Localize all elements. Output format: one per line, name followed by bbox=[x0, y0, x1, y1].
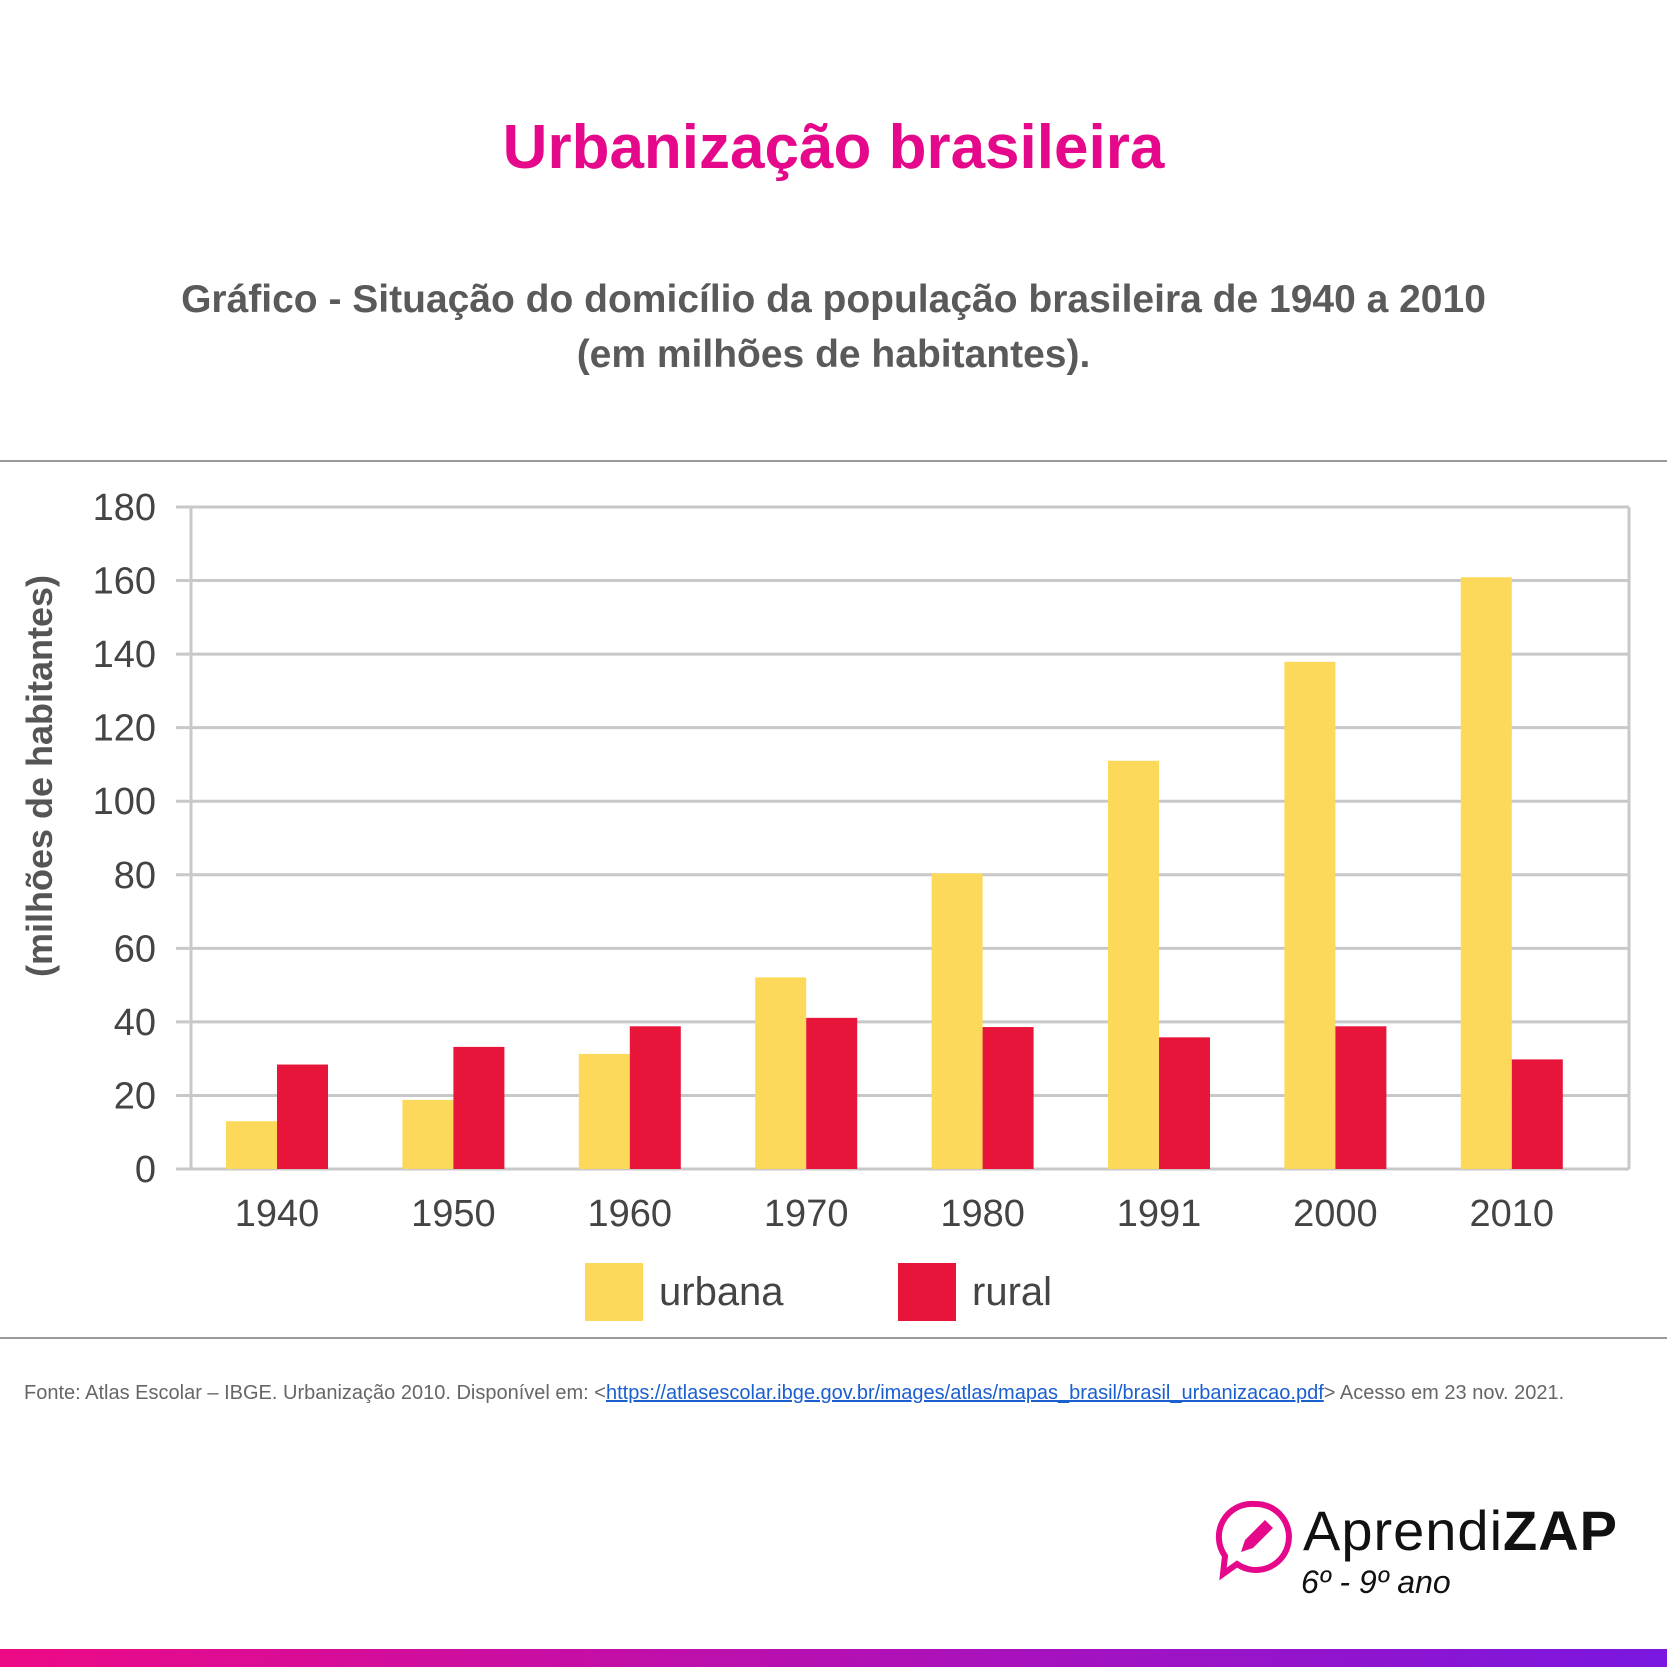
legend-label-urbana: urbana bbox=[659, 1270, 784, 1314]
y-tick-label: 40 bbox=[114, 1002, 156, 1044]
bar-rural-1980 bbox=[982, 1027, 1034, 1169]
page-title: Urbanização brasileira bbox=[502, 113, 1165, 182]
logo-text: AprendiZAP bbox=[1303, 1499, 1619, 1562]
chat-pencil-icon bbox=[1215, 1500, 1292, 1581]
bottom-gradient-bar bbox=[0, 1649, 1667, 1667]
bar-rural-1940 bbox=[277, 1064, 328, 1169]
y-tick-label: 80 bbox=[114, 855, 156, 897]
y-tick-label: 60 bbox=[114, 928, 156, 970]
source-citation: Fonte: Atlas Escolar – IBGE. Urbanização… bbox=[24, 1378, 1644, 1409]
bar-urbana-1970 bbox=[755, 977, 807, 1169]
x-tick-label: 2010 bbox=[1470, 1193, 1555, 1235]
aprendizap-logo: AprendiZAP 6º - 9º ano bbox=[1215, 1498, 1635, 1608]
source-suffix: > Acesso em 23 nov. 2021. bbox=[1323, 1382, 1565, 1404]
legend-label-rural: rural bbox=[972, 1270, 1052, 1314]
bar-urbana-2010 bbox=[1460, 577, 1512, 1169]
bar-rural-1991 bbox=[1159, 1037, 1210, 1169]
x-tick-label: 1950 bbox=[411, 1193, 496, 1235]
chart-container bbox=[0, 460, 1667, 1339]
x-tick-label: 1940 bbox=[235, 1193, 320, 1235]
x-tick-label: 2000 bbox=[1293, 1193, 1378, 1235]
x-tick-label: 1991 bbox=[1117, 1193, 1202, 1235]
y-tick-label: 0 bbox=[135, 1149, 156, 1191]
subtitle-line-1: Gráfico - Situação do domicílio da popul… bbox=[181, 278, 1486, 321]
grade-label: 6º - 9º ano bbox=[1301, 1564, 1451, 1600]
bar-rural-1970 bbox=[806, 1017, 858, 1169]
y-tick-label: 160 bbox=[93, 561, 156, 603]
bar-chart: 0 20 40 60 80 100 120 140 160 180 (milhões de habi… bbox=[19, 487, 1631, 1321]
bar-rural-2010 bbox=[1511, 1059, 1563, 1169]
bar-rural-2000 bbox=[1335, 1026, 1387, 1169]
source-prefix: Fonte: Atlas Escolar – IBGE. Urbanização… bbox=[24, 1382, 606, 1404]
bar-urbana-1950 bbox=[402, 1099, 454, 1169]
bar-urbana-2000 bbox=[1284, 661, 1336, 1169]
y-tick-label: 140 bbox=[93, 634, 156, 676]
subtitle-line-2: (em milhões de habitantes). bbox=[576, 333, 1091, 376]
y-tick-label: 180 bbox=[93, 487, 156, 529]
legend-swatch-rural bbox=[898, 1263, 956, 1321]
y-tick-label: 100 bbox=[93, 781, 156, 823]
bar-rural-1950 bbox=[453, 1046, 505, 1169]
bar-urbana-1940 bbox=[226, 1121, 277, 1169]
x-tick-label: 1980 bbox=[940, 1193, 1025, 1235]
bar-urbana-1991 bbox=[1108, 760, 1159, 1169]
bar-urbana-1980 bbox=[931, 873, 983, 1169]
bar-urbana-1960 bbox=[578, 1053, 630, 1169]
source-link[interactable]: https://atlasescolar.ibge.gov.br/images/… bbox=[605, 1382, 1324, 1404]
y-axis-label: (milhões de habitantes) bbox=[19, 575, 60, 977]
y-tick-label: 20 bbox=[114, 1075, 156, 1117]
y-tick-label: 120 bbox=[93, 708, 156, 750]
x-tick-label: 1960 bbox=[588, 1193, 673, 1235]
chart-subtitle: Gráfico - Situação do domicílio da popul… bbox=[60, 272, 1607, 382]
legend-swatch-urbana bbox=[585, 1263, 643, 1321]
x-tick-label: 1970 bbox=[764, 1193, 849, 1235]
bar-rural-1960 bbox=[629, 1026, 681, 1169]
